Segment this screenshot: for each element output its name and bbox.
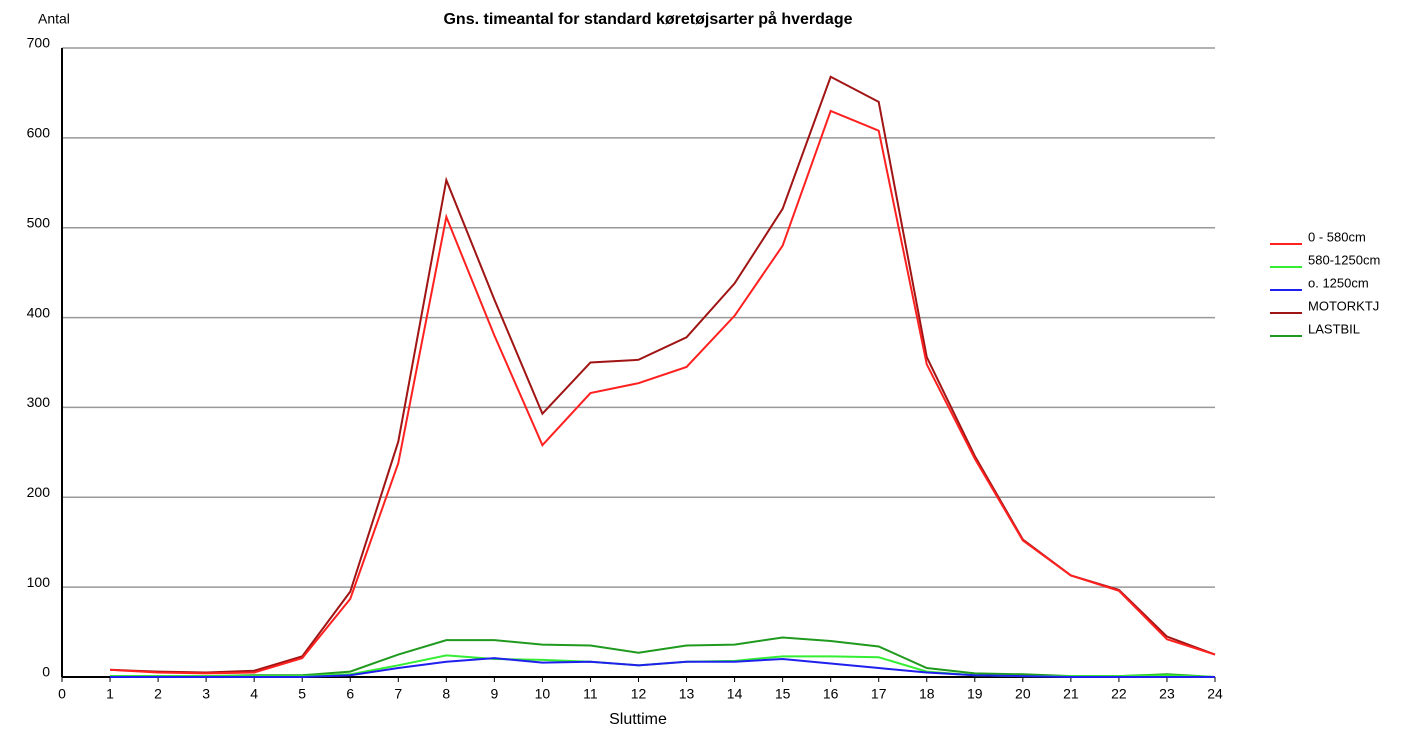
series-line (109, 109, 1216, 675)
x-tick-label: 3 (202, 686, 210, 702)
x-tick-label: 2 (154, 686, 162, 702)
x-tick-label: 5 (298, 686, 306, 702)
x-tick-label: 14 (727, 686, 743, 702)
y-tick-label: 600 (27, 125, 51, 141)
legend-label: 580-1250cm (1308, 252, 1380, 267)
x-tick-label: 9 (490, 686, 498, 702)
x-tick-label: 20 (1015, 686, 1031, 702)
x-tick-label: 22 (1111, 686, 1127, 702)
x-tick-label: 12 (631, 686, 647, 702)
x-tick-label: 4 (250, 686, 258, 702)
x-tick-label: 11 (583, 686, 598, 702)
x-tick-label: 0 (58, 686, 66, 702)
x-tick-label: 15 (775, 686, 791, 702)
x-tick-label: 13 (679, 686, 695, 702)
legend-label: 0 - 580cm (1308, 229, 1366, 244)
y-tick-label: 0 (42, 664, 50, 680)
x-axis-label: Sluttime (609, 711, 667, 728)
x-tick-label: 6 (346, 686, 354, 702)
x-tick-label: 1 (106, 686, 114, 702)
legend-label: MOTORKTJ (1308, 298, 1379, 313)
y-tick-label: 100 (27, 574, 51, 590)
chart-title: Gns. timeantal for standard køretøjsarte… (443, 10, 852, 28)
y-tick-label: 500 (27, 214, 51, 230)
series-line (110, 657, 1215, 678)
x-tick-label: 19 (967, 686, 983, 702)
x-tick-label: 21 (1063, 686, 1079, 702)
y-axis-label: Antal (38, 11, 70, 27)
y-tick-label: 200 (27, 484, 51, 500)
legend-label: o. 1250cm (1308, 275, 1369, 290)
legend-label: LASTBIL (1308, 321, 1360, 336)
x-tick-label: 8 (442, 686, 450, 702)
x-tick-label: 7 (394, 686, 402, 702)
y-tick-label: 700 (27, 35, 51, 51)
x-tick-label: 17 (871, 686, 887, 702)
y-tick-label: 300 (27, 394, 51, 410)
x-tick-label: 16 (823, 686, 839, 702)
x-tick-label: 24 (1207, 686, 1223, 702)
series-line (110, 636, 1216, 678)
x-tick-label: 10 (535, 686, 551, 702)
x-tick-label: 18 (919, 686, 935, 702)
x-tick-label: 23 (1159, 686, 1175, 702)
y-tick-label: 400 (27, 304, 51, 320)
